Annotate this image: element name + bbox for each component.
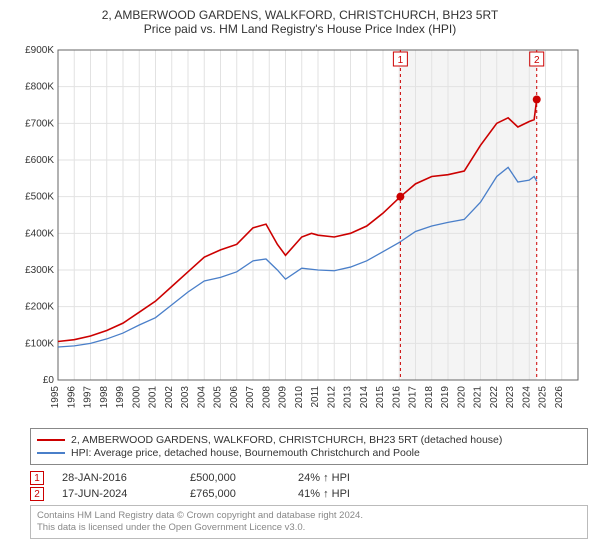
footer-line-2: This data is licensed under the Open Gov… bbox=[37, 522, 581, 534]
svg-text:2015: 2015 bbox=[375, 386, 386, 409]
event-number-badge: 1 bbox=[30, 471, 44, 485]
chart-area: £0 £100K £200K £300K £400K £500K £600K £700K £80… bbox=[10, 42, 590, 422]
svg-text:2019: 2019 bbox=[440, 386, 451, 409]
svg-text:1997: 1997 bbox=[83, 386, 94, 409]
svg-text:£400K: £400K bbox=[25, 228, 54, 239]
line-chart-svg: £0 £100K £200K £300K £400K £500K £600K £700K £80… bbox=[10, 42, 590, 422]
legend-row: HPI: Average price, detached house, Bour… bbox=[37, 447, 581, 459]
events-box: 1 28-JAN-2016 £500,000 24% ↑ HPI 2 17-JUN-202… bbox=[30, 471, 588, 501]
svg-text:2026: 2026 bbox=[554, 386, 565, 409]
svg-text:£0: £0 bbox=[43, 375, 55, 386]
svg-text:£800K: £800K bbox=[25, 82, 54, 93]
svg-text:£300K: £300K bbox=[25, 265, 54, 276]
svg-text:2018: 2018 bbox=[424, 386, 435, 409]
event-date: 17-JUN-2024 bbox=[62, 488, 172, 500]
svg-text:2025: 2025 bbox=[538, 386, 549, 409]
svg-text:2006: 2006 bbox=[229, 386, 240, 409]
svg-text:2007: 2007 bbox=[245, 386, 256, 409]
svg-text:2014: 2014 bbox=[359, 386, 370, 409]
svg-text:2013: 2013 bbox=[343, 386, 354, 409]
svg-text:2021: 2021 bbox=[473, 386, 484, 409]
event-date: 28-JAN-2016 bbox=[62, 472, 172, 484]
legend-box: 2, AMBERWOOD GARDENS, WALKFORD, CHRISTCH… bbox=[30, 428, 588, 465]
svg-text:1: 1 bbox=[398, 55, 404, 66]
svg-text:2010: 2010 bbox=[294, 386, 305, 409]
svg-text:£100K: £100K bbox=[25, 338, 54, 349]
legend-label: 2, AMBERWOOD GARDENS, WALKFORD, CHRISTCH… bbox=[71, 434, 502, 446]
svg-text:2008: 2008 bbox=[261, 386, 272, 409]
svg-text:2005: 2005 bbox=[213, 386, 224, 409]
svg-text:2003: 2003 bbox=[180, 386, 191, 409]
svg-text:2: 2 bbox=[534, 55, 540, 66]
svg-text:2024: 2024 bbox=[521, 386, 532, 409]
chart-subtitle: Price paid vs. HM Land Registry's House … bbox=[10, 22, 590, 36]
svg-text:£700K: £700K bbox=[25, 118, 54, 129]
svg-text:2002: 2002 bbox=[164, 386, 175, 409]
legend-swatch bbox=[37, 439, 65, 441]
event-number-badge: 2 bbox=[30, 487, 44, 501]
svg-text:2020: 2020 bbox=[456, 386, 467, 409]
svg-text:2023: 2023 bbox=[505, 386, 516, 409]
svg-text:2016: 2016 bbox=[391, 386, 402, 409]
event-row: 2 17-JUN-2024 £765,000 41% ↑ HPI bbox=[30, 487, 588, 501]
svg-text:2000: 2000 bbox=[131, 386, 142, 409]
svg-text:£200K: £200K bbox=[25, 302, 54, 313]
legend-row: 2, AMBERWOOD GARDENS, WALKFORD, CHRISTCH… bbox=[37, 434, 581, 446]
svg-text:£900K: £900K bbox=[25, 45, 54, 56]
event-price: £500,000 bbox=[190, 472, 280, 484]
svg-text:2017: 2017 bbox=[408, 386, 419, 409]
svg-text:£500K: £500K bbox=[25, 192, 54, 203]
event-pct: 41% ↑ HPI bbox=[298, 488, 350, 500]
footer-line-1: Contains HM Land Registry data © Crown c… bbox=[37, 510, 581, 522]
chart-title: 2, AMBERWOOD GARDENS, WALKFORD, CHRISTCH… bbox=[10, 8, 590, 22]
event-pct: 24% ↑ HPI bbox=[298, 472, 350, 484]
svg-text:1998: 1998 bbox=[99, 386, 110, 409]
svg-text:1995: 1995 bbox=[50, 386, 61, 409]
event-price: £765,000 bbox=[190, 488, 280, 500]
event-row: 1 28-JAN-2016 £500,000 24% ↑ HPI bbox=[30, 471, 588, 485]
svg-text:2011: 2011 bbox=[310, 386, 321, 408]
svg-text:2022: 2022 bbox=[489, 386, 500, 409]
svg-text:1996: 1996 bbox=[66, 386, 77, 409]
legend-swatch bbox=[37, 452, 65, 454]
svg-text:2012: 2012 bbox=[326, 386, 337, 409]
svg-text:2004: 2004 bbox=[196, 386, 207, 409]
footer-box: Contains HM Land Registry data © Crown c… bbox=[30, 505, 588, 539]
svg-text:£600K: £600K bbox=[25, 155, 54, 166]
svg-text:1999: 1999 bbox=[115, 386, 126, 409]
svg-text:2001: 2001 bbox=[148, 386, 159, 409]
svg-text:2009: 2009 bbox=[278, 386, 289, 409]
legend-label: HPI: Average price, detached house, Bour… bbox=[71, 447, 420, 459]
